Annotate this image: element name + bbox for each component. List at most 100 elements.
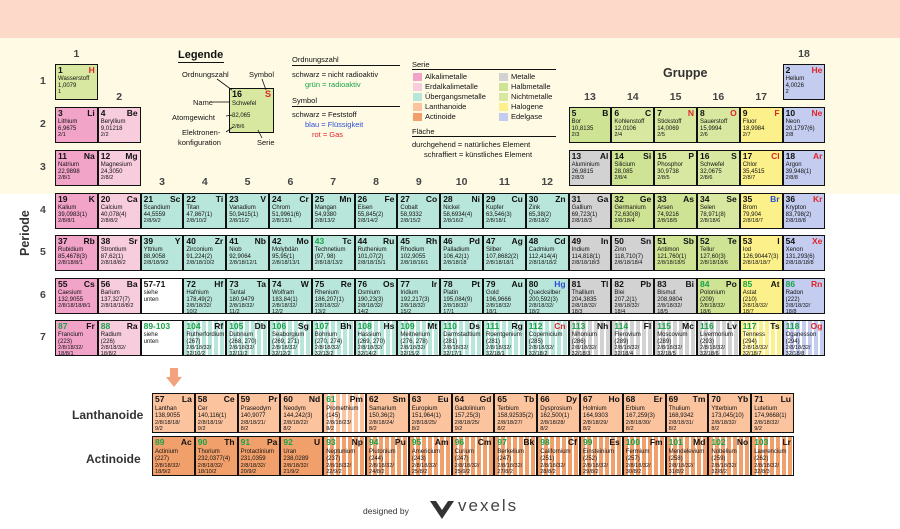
element-cell-na[interactable]: 11 Na Natrium 22,9898 2/8/1: [55, 150, 98, 186]
element-cell-nb[interactable]: 41 Nb Niob 92,9064 2/8/18/12/1: [226, 235, 269, 271]
element-cell-ca[interactable]: 20 Ca Calcium 40,078(4) 2/8/8/2: [97, 193, 141, 229]
element-cell-ra[interactable]: 88 Ra Radium (226) 2/8/18/32/ 18/8/2: [97, 320, 141, 356]
element-cell-cf[interactable]: 98 Cf Californium (251) 2/8/18/32/ 28/8/2: [537, 436, 580, 476]
element-cell-tc[interactable]: 43 Tc Technetium (97, 98) 2/8/18/13/2: [311, 235, 355, 271]
element-cell-fm[interactable]: 100 Fm Fermium (257) 2/8/18/32/ 30/8/2: [622, 436, 666, 476]
element-cell-po[interactable]: 84 Po Polonium (209) 2/8/18/32/ 18/6: [697, 278, 740, 314]
element-cell-br[interactable]: 35 Br Brom 79,904 2/8/18/7: [739, 193, 783, 229]
element-cell-co[interactable]: 27 Co Cobalt 58,9332 2/8/15/2: [397, 193, 441, 229]
element-cell-placeholder[interactable]: 57-71 siehe unten: [140, 278, 184, 314]
element-cell-sr[interactable]: 38 Sr Strontium 87,62(1) 2/8/18/8/2: [97, 235, 141, 271]
element-cell-i[interactable]: 53 I Iod 126,90447(3) 2/8/18/18/7: [739, 235, 783, 271]
element-cell-mc[interactable]: 115 Mc Moscovium (289) 2/8/18/32/ 32/18/5: [654, 320, 697, 356]
element-cell-hs[interactable]: 108 Hs Hassium (269, 270) 2/8/18/32/ 32/14/2: [354, 320, 398, 356]
element-cell-in[interactable]: 49 In Indium 114,818(1) 2/8/18/18/3: [568, 235, 612, 271]
element-cell-placeholder[interactable]: 89-103 siehe unten: [140, 320, 184, 356]
element-cell-cu[interactable]: 29 Cu Kupfer 63,546(3) 2/8/18/1: [483, 193, 526, 229]
element-cell-th[interactable]: 90 Th Thorium 232,0377(4) 2/8/18/32/ 18/10/2: [194, 436, 238, 476]
element-cell-al[interactable]: 13 Al Aluminium 26,9815 2/8/3: [568, 150, 612, 186]
element-cell-er[interactable]: 68 Er Erbium 167,259(3) 2/8/18/30/ 8/2: [622, 393, 666, 433]
element-cell-zr[interactable]: 40 Zr Zirconium 91,224(2) 2/8/18/10/2: [183, 235, 227, 271]
element-cell-pa[interactable]: 91 Pa Protactinium 231,0359 2/8/18/32/ 20/9/…: [237, 436, 281, 476]
element-cell-ga[interactable]: 31 Ga Gallium 69,723(1) 2/8/18/3: [568, 193, 612, 229]
element-cell-lv[interactable]: 116 Lv Livermorium (293) 2/8/18/32/ 32/18/6: [697, 320, 740, 356]
element-cell-ac[interactable]: 89 Ac Actinium (227) 2/8/18/32/ 18/9/2: [152, 436, 195, 476]
element-cell-n[interactable]: 7 N Stickstoff 14,0069 2/5: [654, 107, 697, 143]
element-cell-no[interactable]: 102 No Nobelium (259) 2/8/18/32/ 32/8/2: [708, 436, 752, 476]
element-cell-cr[interactable]: 24 Cr Chrom 51,9961(6) 2/8/13/1: [269, 193, 312, 229]
element-cell-db[interactable]: 105 Db Dubnium (268, 270) 2/8/18/32/ 32/11/2: [226, 320, 269, 356]
element-cell-ti[interactable]: 22 Ti Titan 47,867(1) 2/8/10/2: [183, 193, 227, 229]
element-cell-c[interactable]: 6 C Kohlenstoff 12,0106 2/4: [611, 107, 655, 143]
element-cell-rh[interactable]: 45 Rh Rhodium 102,9055 2/8/18/16/1: [397, 235, 441, 271]
element-cell-tb[interactable]: 65 Tb Terbium 158,92535(2) 2/8/18/27/ 8/2: [494, 393, 538, 433]
element-cell-am[interactable]: 95 Am Americium (243) 2/8/18/32/ 25/8/2: [408, 436, 452, 476]
element-cell-pd[interactable]: 46 Pd Palladium 106,42(1) 2/8/18/18: [440, 235, 483, 271]
element-cell-cs[interactable]: 55 Cs Caesium 132,9055 2/8/18/18/8/1: [55, 278, 98, 314]
element-cell-w[interactable]: 74 W Wolfram 183,84(1) 2/8/18/32/ 12/2: [269, 278, 312, 314]
element-cell-f[interactable]: 9 F Fluor 18,9984 2/7: [739, 107, 783, 143]
element-cell-ge[interactable]: 32 Ge Germanium 72,630(8) 2/8/18/4: [611, 193, 655, 229]
element-cell-ir[interactable]: 77 Ir Iridium 192,217(3) 2/8/18/32/ 15/2: [397, 278, 441, 314]
element-cell-cm[interactable]: 96 Cm Curium (247) 2/8/18/32/ 25/9/2: [451, 436, 495, 476]
element-cell-sg[interactable]: 106 Sg Seaborgium (269, 271) 2/8/18/32/ 32/1…: [269, 320, 312, 356]
element-cell-cl[interactable]: 17 Cl Chlor 35,4515 2/8/7: [739, 150, 783, 186]
element-cell-o[interactable]: 8 O Sauerstoff 15,9994 2/6: [697, 107, 740, 143]
element-cell-rf[interactable]: 104 Rf Rutherfordium (267) 2/8/18/32/ 32/10/…: [183, 320, 227, 356]
element-cell-sn[interactable]: 50 Sn Zinn 118,710(7) 2/8/18/18/4: [611, 235, 655, 271]
element-cell-rb[interactable]: 37 Rb Rubidium 85,4678(3) 2/8/18/8/1: [55, 235, 98, 271]
element-cell-ba[interactable]: 56 Ba Barium 137,327(7) 2/8/18/18/8/2: [97, 278, 141, 314]
element-cell-lr[interactable]: 103 Lr Lawrencium (262) 2/8/18/32/ 32/8/3: [751, 436, 794, 476]
element-cell-pb[interactable]: 82 Pb Blei 207,2(1) 2/8/18/32/ 18/4: [611, 278, 655, 314]
element-cell-la[interactable]: 57 La Lanthan 138,9055 2/8/18/18/ 9/2: [152, 393, 195, 433]
element-cell-kr[interactable]: 36 Kr Krypton 83,798(2) 2/8/18/8: [782, 193, 826, 229]
element-cell-gd[interactable]: 64 Gd Gadolinium 157,25(3) 2/8/18/25/ 9/2: [451, 393, 495, 433]
element-cell-ag[interactable]: 47 Ag Silber 107,8682(2) 2/8/18/18/1: [483, 235, 526, 271]
element-cell-ar[interactable]: 18 Ar Argon 39,948(1) 2/8/8: [782, 150, 826, 186]
element-cell-xe[interactable]: 54 Xe Xenon 131,293(6) 2/8/18/18/8: [782, 235, 826, 271]
element-cell-mn[interactable]: 25 Mn Mangan 54,9380 2/8/13/2: [311, 193, 355, 229]
element-cell-mg[interactable]: 12 Mg Magnesium 24,3050 2/8/2: [97, 150, 141, 186]
element-cell-ru[interactable]: 44 Ru Ruthenium 101,07(2) 2/8/18/15/1: [354, 235, 398, 271]
element-cell-nh[interactable]: 113 Nh Nihonium (286) 2/8/18/32/ 32/18/3: [568, 320, 612, 356]
element-cell-ce[interactable]: 58 Ce Cer 140,116(1) 2/8/18/19/ 9/2: [194, 393, 238, 433]
element-cell-li[interactable]: 3 Li Lithium 6,9675 2/1: [55, 107, 98, 143]
element-cell-tl[interactable]: 81 Tl Thallium 204,3835 2/8/18/32/ 18/3: [568, 278, 612, 314]
element-cell-mt[interactable]: 109 Mt Meitnerium (276, 278) 2/8/18/32/ 32/1…: [397, 320, 441, 356]
element-cell-bh[interactable]: 107 Bh Bohrium (270, 274) 2/8/18/32/ 32/13/2: [311, 320, 355, 356]
element-cell-cd[interactable]: 48 Cd Cadmium 112,414(4) 2/8/18/18/2: [525, 235, 569, 271]
element-cell-cn[interactable]: 112 Cn Copernicium (285) 2/8/18/32/ 32/18/2: [525, 320, 569, 356]
element-cell-u[interactable]: 92 U Uran 238,0289 2/8/18/32/ 21/9/2: [280, 436, 324, 476]
element-cell-bi[interactable]: 83 Bi Bismut 208,9804 2/8/18/32/ 18/5: [654, 278, 697, 314]
element-cell-be[interactable]: 4 Be Beryllium 9,01218 2/2: [97, 107, 141, 143]
element-cell-ts[interactable]: 117 Ts Tenness (294) 2/8/18/32/ 32/18/7: [739, 320, 783, 356]
element-cell-v[interactable]: 23 V Vanadium 50,9415(1) 2/8/11/2: [226, 193, 269, 229]
element-cell-at[interactable]: 85 At Astat (210) 2/8/18/32/ 18/7: [739, 278, 783, 314]
element-cell-fl[interactable]: 114 Fl Flerovium (289) 2/8/18/32/ 32/18/4: [611, 320, 655, 356]
element-cell-re[interactable]: 75 Re Rhenium 186,207(1) 2/8/18/32/ 13/2: [311, 278, 355, 314]
element-cell-nd[interactable]: 60 Nd Neodym 144,242(3) 2/8/18/22/ 8/2: [280, 393, 324, 433]
element-cell-fe[interactable]: 26 Fe Eisen 55,845(2) 2/8/14/2: [354, 193, 398, 229]
element-cell-pt[interactable]: 78 Pt Platin 195,084(9) 2/8/18/32/ 17/1: [440, 278, 483, 314]
element-cell-b[interactable]: 5 B Bor 10,8135 2/3: [568, 107, 612, 143]
element-cell-he[interactable]: 2 He Helium 4,0026 2: [782, 64, 826, 100]
element-cell-pm[interactable]: 61 Pm Promethium (145) 2/8/18/23/ 8/2: [323, 393, 366, 433]
element-cell-ne[interactable]: 10 Ne Neon 20,1797(6) 2/8: [782, 107, 826, 143]
element-cell-rg[interactable]: 111 Rg Roentgenium (281) 2/8/18/32/ 32/18/1: [483, 320, 526, 356]
element-cell-bk[interactable]: 97 Bk Berkelium (247) 2/8/18/32/ 27/8/2: [494, 436, 538, 476]
element-cell-eu[interactable]: 63 Eu Europium 151,964(1) 2/8/18/25/ 8/2: [408, 393, 452, 433]
element-cell-md[interactable]: 101 Md Mendelevium (258) 2/8/18/32/ 31/8/2: [665, 436, 709, 476]
element-cell-k[interactable]: 19 K Kalium 39,0983(1) 2/8/8/1: [55, 193, 98, 229]
element-cell-fr[interactable]: 87 Fr Francium (223) 2/8/18/32/ 18/8/1: [55, 320, 98, 356]
element-cell-sb[interactable]: 51 Sb Antimon 121,760(1) 2/8/18/18/5: [654, 235, 697, 271]
element-cell-zn[interactable]: 30 Zn Zink 65,38(2) 2/8/18/2: [525, 193, 569, 229]
element-cell-ta[interactable]: 73 Ta Tantal 180,9479 2/8/18/32/ 11/2: [226, 278, 269, 314]
element-cell-yb[interactable]: 70 Yb Ytterbium 173,045(10) 2/8/18/32/ 8/2: [708, 393, 752, 433]
element-cell-lu[interactable]: 71 Lu Lutetium 174,9668(1) 2/8/18/32/ 9/2: [751, 393, 794, 433]
element-cell-os[interactable]: 76 Os Osmium 190,23(3) 2/8/18/32/ 14/2: [354, 278, 398, 314]
element-cell-pu[interactable]: 94 Pu Plutonium (244) 2/8/18/32/ 24/8/2: [366, 436, 409, 476]
element-cell-h[interactable]: 1 H Wasserstoff 1,0079 1: [55, 64, 98, 100]
element-cell-ho[interactable]: 67 Ho Holmium 164,9303 2/8/18/29/ 8/2: [580, 393, 623, 433]
element-cell-es[interactable]: 99 Es Einsteinium (252) 2/8/18/32/ 29/8/2: [580, 436, 623, 476]
element-cell-og[interactable]: 118 Og Oganesson (294) 2/8/18/32/ 32/18/8: [782, 320, 826, 356]
